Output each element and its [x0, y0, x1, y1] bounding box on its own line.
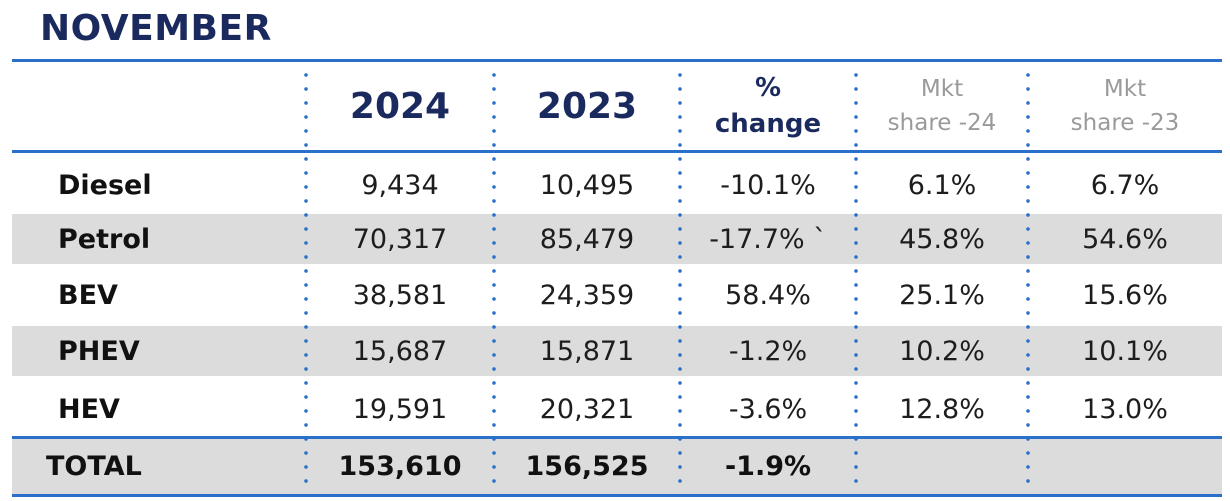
cell-change: -10.1% [720, 169, 816, 201]
table-header-row: 2024 2023 % change Mkt share -24 Mkt sha… [12, 62, 1222, 150]
total-top-rule [12, 436, 1222, 439]
cell-change: -17.7% ` [709, 223, 827, 255]
cell-2024: 70,317 [352, 223, 448, 255]
header-mkt24-line2: share -24 [887, 110, 997, 136]
total-label: TOTAL [46, 451, 142, 482]
header-2024: 2024 [306, 62, 494, 150]
header-2024-label: 2024 [349, 85, 451, 127]
column-divider [304, 68, 308, 488]
cell-2024: 9,434 [361, 169, 439, 201]
cell-change: 58.4% [725, 279, 811, 311]
table-row-total: TOTAL 153,610 156,525 -1.9% [12, 439, 1222, 494]
header-pct-line2: change [714, 109, 822, 139]
row-label: BEV [58, 279, 118, 311]
table-row-bev: BEV 38,581 24,359 58.4% 25.1% 15.6% [12, 268, 1222, 322]
column-divider [678, 68, 682, 488]
total-change: -1.9% [724, 451, 812, 482]
cell-share-23: 54.6% [1082, 223, 1168, 255]
cell-2024: 38,581 [352, 279, 448, 311]
header-2023-label: 2023 [536, 85, 638, 127]
cell-share-24: 10.2% [899, 335, 985, 367]
cell-change: -3.6% [728, 393, 808, 425]
row-label: Petrol [58, 223, 151, 255]
cell-2024: 15,687 [352, 335, 448, 367]
header-mkt-share-24: Mkt share -24 [856, 62, 1028, 150]
header-mkt-share-23: Mkt share -23 [1028, 62, 1222, 150]
page-title: NOVEMBER [40, 8, 272, 49]
table-bottom-rule [12, 494, 1222, 497]
column-divider [1026, 68, 1030, 488]
cell-2023: 24,359 [539, 279, 635, 311]
row-label: HEV [58, 393, 120, 425]
cell-2023: 15,871 [539, 335, 635, 367]
cell-share-24: 25.1% [899, 279, 985, 311]
cell-share-23: 13.0% [1082, 393, 1168, 425]
table-row-diesel: Diesel 9,434 10,495 -10.1% 6.1% 6.7% [12, 158, 1222, 212]
table-row-phev: PHEV 15,687 15,871 -1.2% 10.2% 10.1% [12, 326, 1222, 376]
cell-2023: 10,495 [539, 169, 635, 201]
row-label: Diesel [58, 169, 152, 201]
header-pct-change: % change [680, 62, 856, 150]
total-share-24 [856, 439, 1028, 494]
total-2023: 156,525 [525, 451, 649, 482]
header-mkt23-line2: share -23 [1070, 110, 1180, 136]
cell-share-24: 45.8% [899, 223, 985, 255]
cell-2024: 19,591 [352, 393, 448, 425]
table-top-rule [12, 59, 1222, 62]
cell-2023: 85,479 [539, 223, 635, 255]
cell-share-23: 15.6% [1082, 279, 1168, 311]
cell-share-23: 6.7% [1090, 169, 1160, 201]
cell-share-24: 12.8% [899, 393, 985, 425]
cell-change: -1.2% [728, 335, 808, 367]
cell-share-23: 10.1% [1082, 335, 1168, 367]
total-share-23 [1028, 439, 1222, 494]
header-mkt24-line1: Mkt [920, 76, 964, 102]
header-bottom-rule [12, 150, 1222, 153]
total-2024: 153,610 [338, 451, 462, 482]
row-label: PHEV [58, 335, 140, 367]
table-row-hev: HEV 19,591 20,321 -3.6% 12.8% 13.0% [12, 382, 1222, 436]
header-2023: 2023 [494, 62, 680, 150]
column-divider [492, 68, 496, 488]
header-mkt23-line1: Mkt [1103, 76, 1147, 102]
cell-share-24: 6.1% [907, 169, 977, 201]
cell-2023: 20,321 [539, 393, 635, 425]
table-row-petrol: Petrol 70,317 85,479 -17.7% ` 45.8% 54.6… [12, 214, 1222, 264]
column-divider [854, 68, 858, 488]
header-pct-line1: % [754, 73, 782, 103]
